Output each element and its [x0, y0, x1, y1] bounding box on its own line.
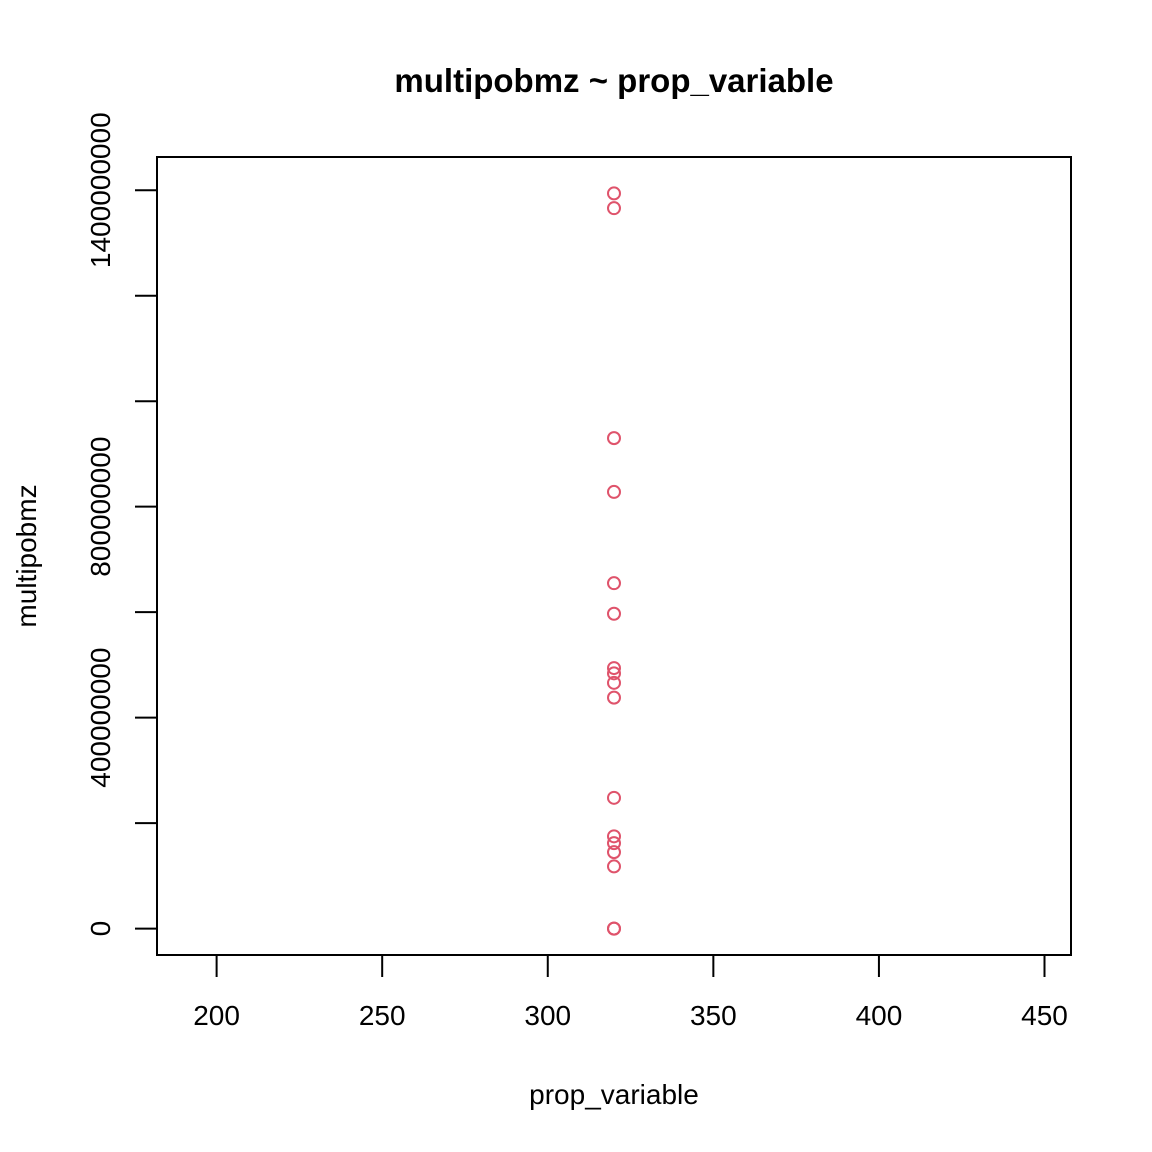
y-tick-label: 0	[85, 921, 116, 937]
y-axis-label: multipobmz	[11, 484, 42, 627]
data-point	[607, 829, 621, 844]
data-point	[607, 606, 621, 621]
y-axis: 0 400000000 800000000 1400000000	[85, 112, 158, 937]
data-point	[607, 431, 621, 446]
y-tick-label: 400000000	[85, 648, 116, 788]
data-point	[607, 186, 621, 201]
x-tick-label: 400	[856, 1000, 903, 1031]
data-point	[607, 845, 621, 860]
data-point	[607, 836, 621, 851]
x-axis: 200 250 300 350 400 450	[193, 954, 1068, 1031]
data-point	[607, 484, 621, 499]
data-point	[607, 576, 621, 591]
data-point	[607, 666, 621, 681]
data-point	[607, 790, 621, 805]
y-tick-label: 800000000	[85, 437, 116, 577]
x-tick-label: 350	[690, 1000, 737, 1031]
data-point	[607, 690, 621, 705]
chart-title: multipobmz ~ prop_variable	[394, 62, 833, 99]
data-point	[607, 675, 621, 690]
data-points	[607, 186, 621, 936]
data-point	[607, 661, 621, 676]
data-point	[607, 921, 621, 936]
x-tick-label: 200	[193, 1000, 240, 1031]
x-tick-label: 450	[1021, 1000, 1068, 1031]
plot-frame	[156, 156, 1072, 956]
x-tick-label: 300	[524, 1000, 571, 1031]
data-point	[607, 859, 621, 874]
x-axis-label: prop_variable	[529, 1079, 699, 1110]
data-point	[607, 201, 621, 216]
y-tick-label: 1400000000	[85, 112, 116, 268]
x-tick-label: 250	[359, 1000, 406, 1031]
